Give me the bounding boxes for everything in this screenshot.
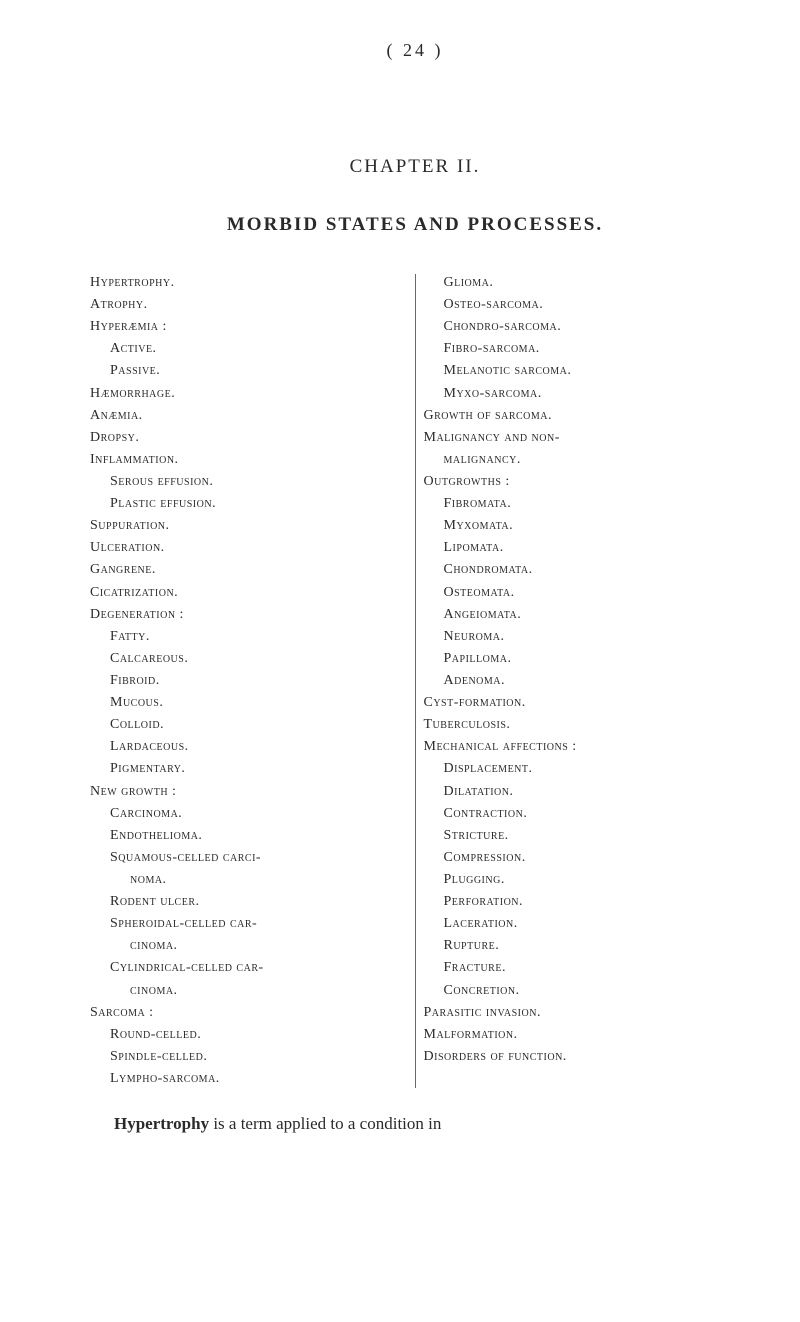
index-entry: Displacement. [444, 758, 741, 780]
page-title: MORBID STATES AND PROCESSES. [90, 214, 740, 236]
index-entry: Disorders of function. [424, 1046, 741, 1068]
index-entry: Myxo-sarcoma. [444, 383, 741, 405]
index-entry: Rodent ulcer. [110, 891, 407, 913]
index-entry: Spheroidal-celled car- [110, 913, 407, 935]
index-entry: Gangrene. [90, 559, 407, 581]
index-entry: Adenoma. [444, 670, 741, 692]
index-entry: Outgrowths : [424, 471, 741, 493]
index-entry: Atrophy. [90, 294, 407, 316]
index-entry: Chondromata. [444, 559, 741, 581]
page-number: ( 24 ) [90, 40, 740, 61]
index-entry: Round-celled. [110, 1024, 407, 1046]
index-entry: Rupture. [444, 935, 741, 957]
index-entry: Anæmia. [90, 405, 407, 427]
index-entry: Carcinoma. [110, 803, 407, 825]
index-entry: Fracture. [444, 957, 741, 979]
index-entry: Hypertrophy. [90, 272, 407, 294]
index-entry: Serous effusion. [110, 471, 407, 493]
index-entry: Papilloma. [444, 648, 741, 670]
index-entry: Malformation. [424, 1024, 741, 1046]
index-entry: Degeneration : [90, 604, 407, 626]
index-entry: cinoma. [130, 980, 407, 1002]
index-entry: Calcareous. [110, 648, 407, 670]
index-entry: Dropsy. [90, 427, 407, 449]
index-entry: cinoma. [130, 935, 407, 957]
index-entry: Neuroma. [444, 626, 741, 648]
index-entry: Passive. [110, 360, 407, 382]
index-entry: Concretion. [444, 980, 741, 1002]
index-entry: New growth : [90, 781, 407, 803]
index-entry: Angeiomata. [444, 604, 741, 626]
index-entry: Osteomata. [444, 582, 741, 604]
page-container: ( 24 ) CHAPTER II. MORBID STATES AND PRO… [0, 0, 800, 1162]
index-entry: Chondro-sarcoma. [444, 316, 741, 338]
index-entry: Myxomata. [444, 515, 741, 537]
index-entry: Growth of sarcoma. [424, 405, 741, 427]
index-entry: Fibromata. [444, 493, 741, 515]
index-entry: malignancy. [444, 449, 741, 471]
body-rest: is a term applied to a condition in [209, 1114, 441, 1133]
index-entry: Inflammation. [90, 449, 407, 471]
column-separator [415, 274, 416, 1088]
index-entry: Hyperæmia : [90, 316, 407, 338]
index-entry: Malignancy and non- [424, 427, 741, 449]
index-entry: Dilatation. [444, 781, 741, 803]
index-entry: Stricture. [444, 825, 741, 847]
index-entry: Cylindrical-celled car- [110, 957, 407, 979]
index-entry: Ulceration. [90, 537, 407, 559]
index-entry: Compression. [444, 847, 741, 869]
index-entry: Endothelioma. [110, 825, 407, 847]
index-entry: noma. [130, 869, 407, 891]
index-entry: Melanotic sarcoma. [444, 360, 741, 382]
two-column-list: Hypertrophy.Atrophy.Hyperæmia :Active.Pa… [90, 272, 740, 1090]
index-entry: Perforation. [444, 891, 741, 913]
index-entry: Sarcoma : [90, 1002, 407, 1024]
index-entry: Plastic effusion. [110, 493, 407, 515]
index-entry: Active. [110, 338, 407, 360]
index-entry: Lipomata. [444, 537, 741, 559]
index-entry: Pigmentary. [110, 758, 407, 780]
index-entry: Contraction. [444, 803, 741, 825]
index-entry: Hæmorrhage. [90, 383, 407, 405]
index-entry: Spindle-celled. [110, 1046, 407, 1068]
index-entry: Colloid. [110, 714, 407, 736]
index-entry: Parasitic invasion. [424, 1002, 741, 1024]
body-lead-bold: Hypertrophy [114, 1114, 209, 1133]
body-paragraph: Hypertrophy is a term applied to a condi… [90, 1114, 740, 1134]
index-entry: Lardaceous. [110, 736, 407, 758]
index-entry: Cyst-formation. [424, 692, 741, 714]
chapter-heading: CHAPTER II. [90, 156, 740, 178]
index-entry: Mechanical affections : [424, 736, 741, 758]
index-entry: Suppuration. [90, 515, 407, 537]
index-entry: Osteo-sarcoma. [444, 294, 741, 316]
right-column: Glioma.Osteo-sarcoma.Chondro-sarcoma.Fib… [424, 272, 741, 1090]
index-entry: Glioma. [444, 272, 741, 294]
left-column: Hypertrophy.Atrophy.Hyperæmia :Active.Pa… [90, 272, 407, 1090]
index-entry: Fatty. [110, 626, 407, 648]
index-entry: Lympho-sarcoma. [110, 1068, 407, 1090]
index-entry: Laceration. [444, 913, 741, 935]
index-entry: Tuberculosis. [424, 714, 741, 736]
index-entry: Fibro-sarcoma. [444, 338, 741, 360]
index-entry: Squamous-celled carci- [110, 847, 407, 869]
index-entry: Cicatrization. [90, 582, 407, 604]
index-entry: Fibroid. [110, 670, 407, 692]
index-entry: Mucous. [110, 692, 407, 714]
index-entry: Plugging. [444, 869, 741, 891]
